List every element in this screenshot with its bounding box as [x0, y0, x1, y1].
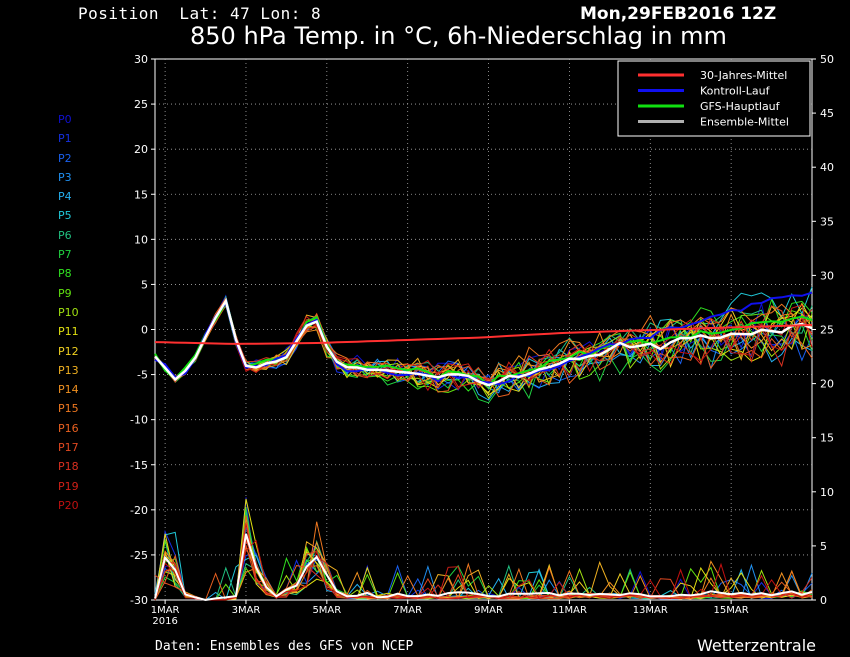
legend-entry: GFS-Hauptlauf: [700, 100, 781, 113]
brand-label: Wetterzentrale: [697, 636, 817, 655]
y-right-tick-label: 15: [820, 432, 834, 445]
y-left-tick-label: 15: [134, 188, 148, 201]
y-right-tick-label: 0: [820, 594, 827, 607]
y-left-tick-label: 30: [134, 53, 148, 66]
gfs-main-line: [154, 300, 813, 387]
member-label-p14: P14: [58, 383, 79, 397]
temp-member-7: [154, 296, 813, 404]
y-left-tick-label: -10: [130, 414, 148, 427]
member-label-p13: P13: [58, 363, 79, 377]
x-tick-label: 9MAR: [474, 605, 503, 616]
y-left-tick-label: -5: [137, 369, 148, 382]
y-left-tick-label: 25: [134, 98, 148, 111]
legend-entry: Ensemble-Mittel: [700, 116, 789, 129]
member-label-p10: P10: [58, 305, 79, 319]
member-label-p2: P2: [58, 151, 72, 165]
y-left-tick-label: -25: [130, 549, 148, 562]
precip-member-19: [154, 523, 813, 601]
y-right-tick-label: 10: [820, 486, 834, 499]
y-left-tick-label: -15: [130, 459, 148, 472]
y-right-tick-label: 25: [820, 324, 834, 337]
x-tick-label: 15MAR: [714, 605, 749, 616]
x-tick-label: 11MAR: [552, 605, 587, 616]
y-right-tick-label: 5: [820, 540, 827, 553]
temp-member-13: [154, 304, 813, 386]
legend-entry: 30-Jahres-Mittel: [700, 69, 787, 82]
x-tick-label: 7MAR: [393, 605, 422, 616]
member-label-p17: P17: [58, 441, 79, 455]
climate-mean-line: [154, 324, 813, 345]
member-label-p16: P16: [58, 421, 79, 435]
member-label-p18: P18: [58, 460, 79, 474]
member-label-p3: P3: [58, 170, 72, 184]
y-right-tick-label: 45: [820, 107, 834, 120]
y-left-tick-label: 5: [141, 278, 148, 291]
x-tick-label: 1MAR: [151, 605, 180, 616]
x-tick-label: 5MAR: [312, 605, 341, 616]
member-label-p20: P20: [58, 498, 79, 512]
member-label-p0: P0: [58, 113, 72, 126]
position-label: Position Lat: 47 Lon: 8: [78, 4, 322, 23]
member-label-p5: P5: [58, 209, 72, 223]
y-right-tick-label: 20: [820, 378, 834, 391]
chart-title: 850 hPa Temp. in °C, 6h-Niederschlag in …: [190, 22, 727, 50]
temp-member-16: [154, 297, 813, 398]
y-left-tick-label: 0: [141, 324, 148, 337]
member-label-p12: P12: [58, 344, 79, 358]
y-right-tick-label: 30: [820, 269, 834, 282]
member-label-p4: P4: [58, 190, 72, 204]
precip-ensemble-mean: [154, 533, 813, 602]
x-tick-label: 3MAR: [232, 605, 261, 616]
y-left-tick-label: 10: [134, 233, 148, 246]
member-label-p11: P11: [58, 325, 79, 339]
member-label-p8: P8: [58, 267, 72, 281]
y-right-tick-label: 50: [820, 53, 834, 66]
y-left-tick-label: -30: [130, 594, 148, 607]
member-label-p7: P7: [58, 248, 72, 262]
member-label-p1: P1: [58, 132, 72, 146]
y-right-tick-label: 35: [820, 215, 834, 228]
ensemble-mean-line: [154, 297, 813, 387]
y-left-tick-label: 20: [134, 143, 148, 156]
member-label-p15: P15: [58, 402, 79, 416]
y-left-tick-label: -20: [130, 504, 148, 517]
run-date: Mon,29FEB2016 12Z: [580, 4, 777, 24]
member-list: P0 P1 P2 P3 P4 P5 P6 P7 P8 P9 P10 P11 P12 P13 P14 P15 P1…: [58, 110, 79, 515]
member-label-p6: P6: [58, 228, 72, 242]
member-label-p9: P9: [58, 286, 72, 300]
x-tick-label: 2016: [152, 616, 177, 627]
member-label-p19: P19: [58, 479, 79, 493]
x-tick-label: 13MAR: [633, 605, 668, 616]
legend-entry: Kontroll-Lauf: [700, 85, 771, 98]
temp-member-14: [154, 303, 813, 385]
y-right-tick-label: 40: [820, 161, 834, 174]
data-source: Daten: Ensembles des GFS von NCEP: [155, 639, 414, 654]
